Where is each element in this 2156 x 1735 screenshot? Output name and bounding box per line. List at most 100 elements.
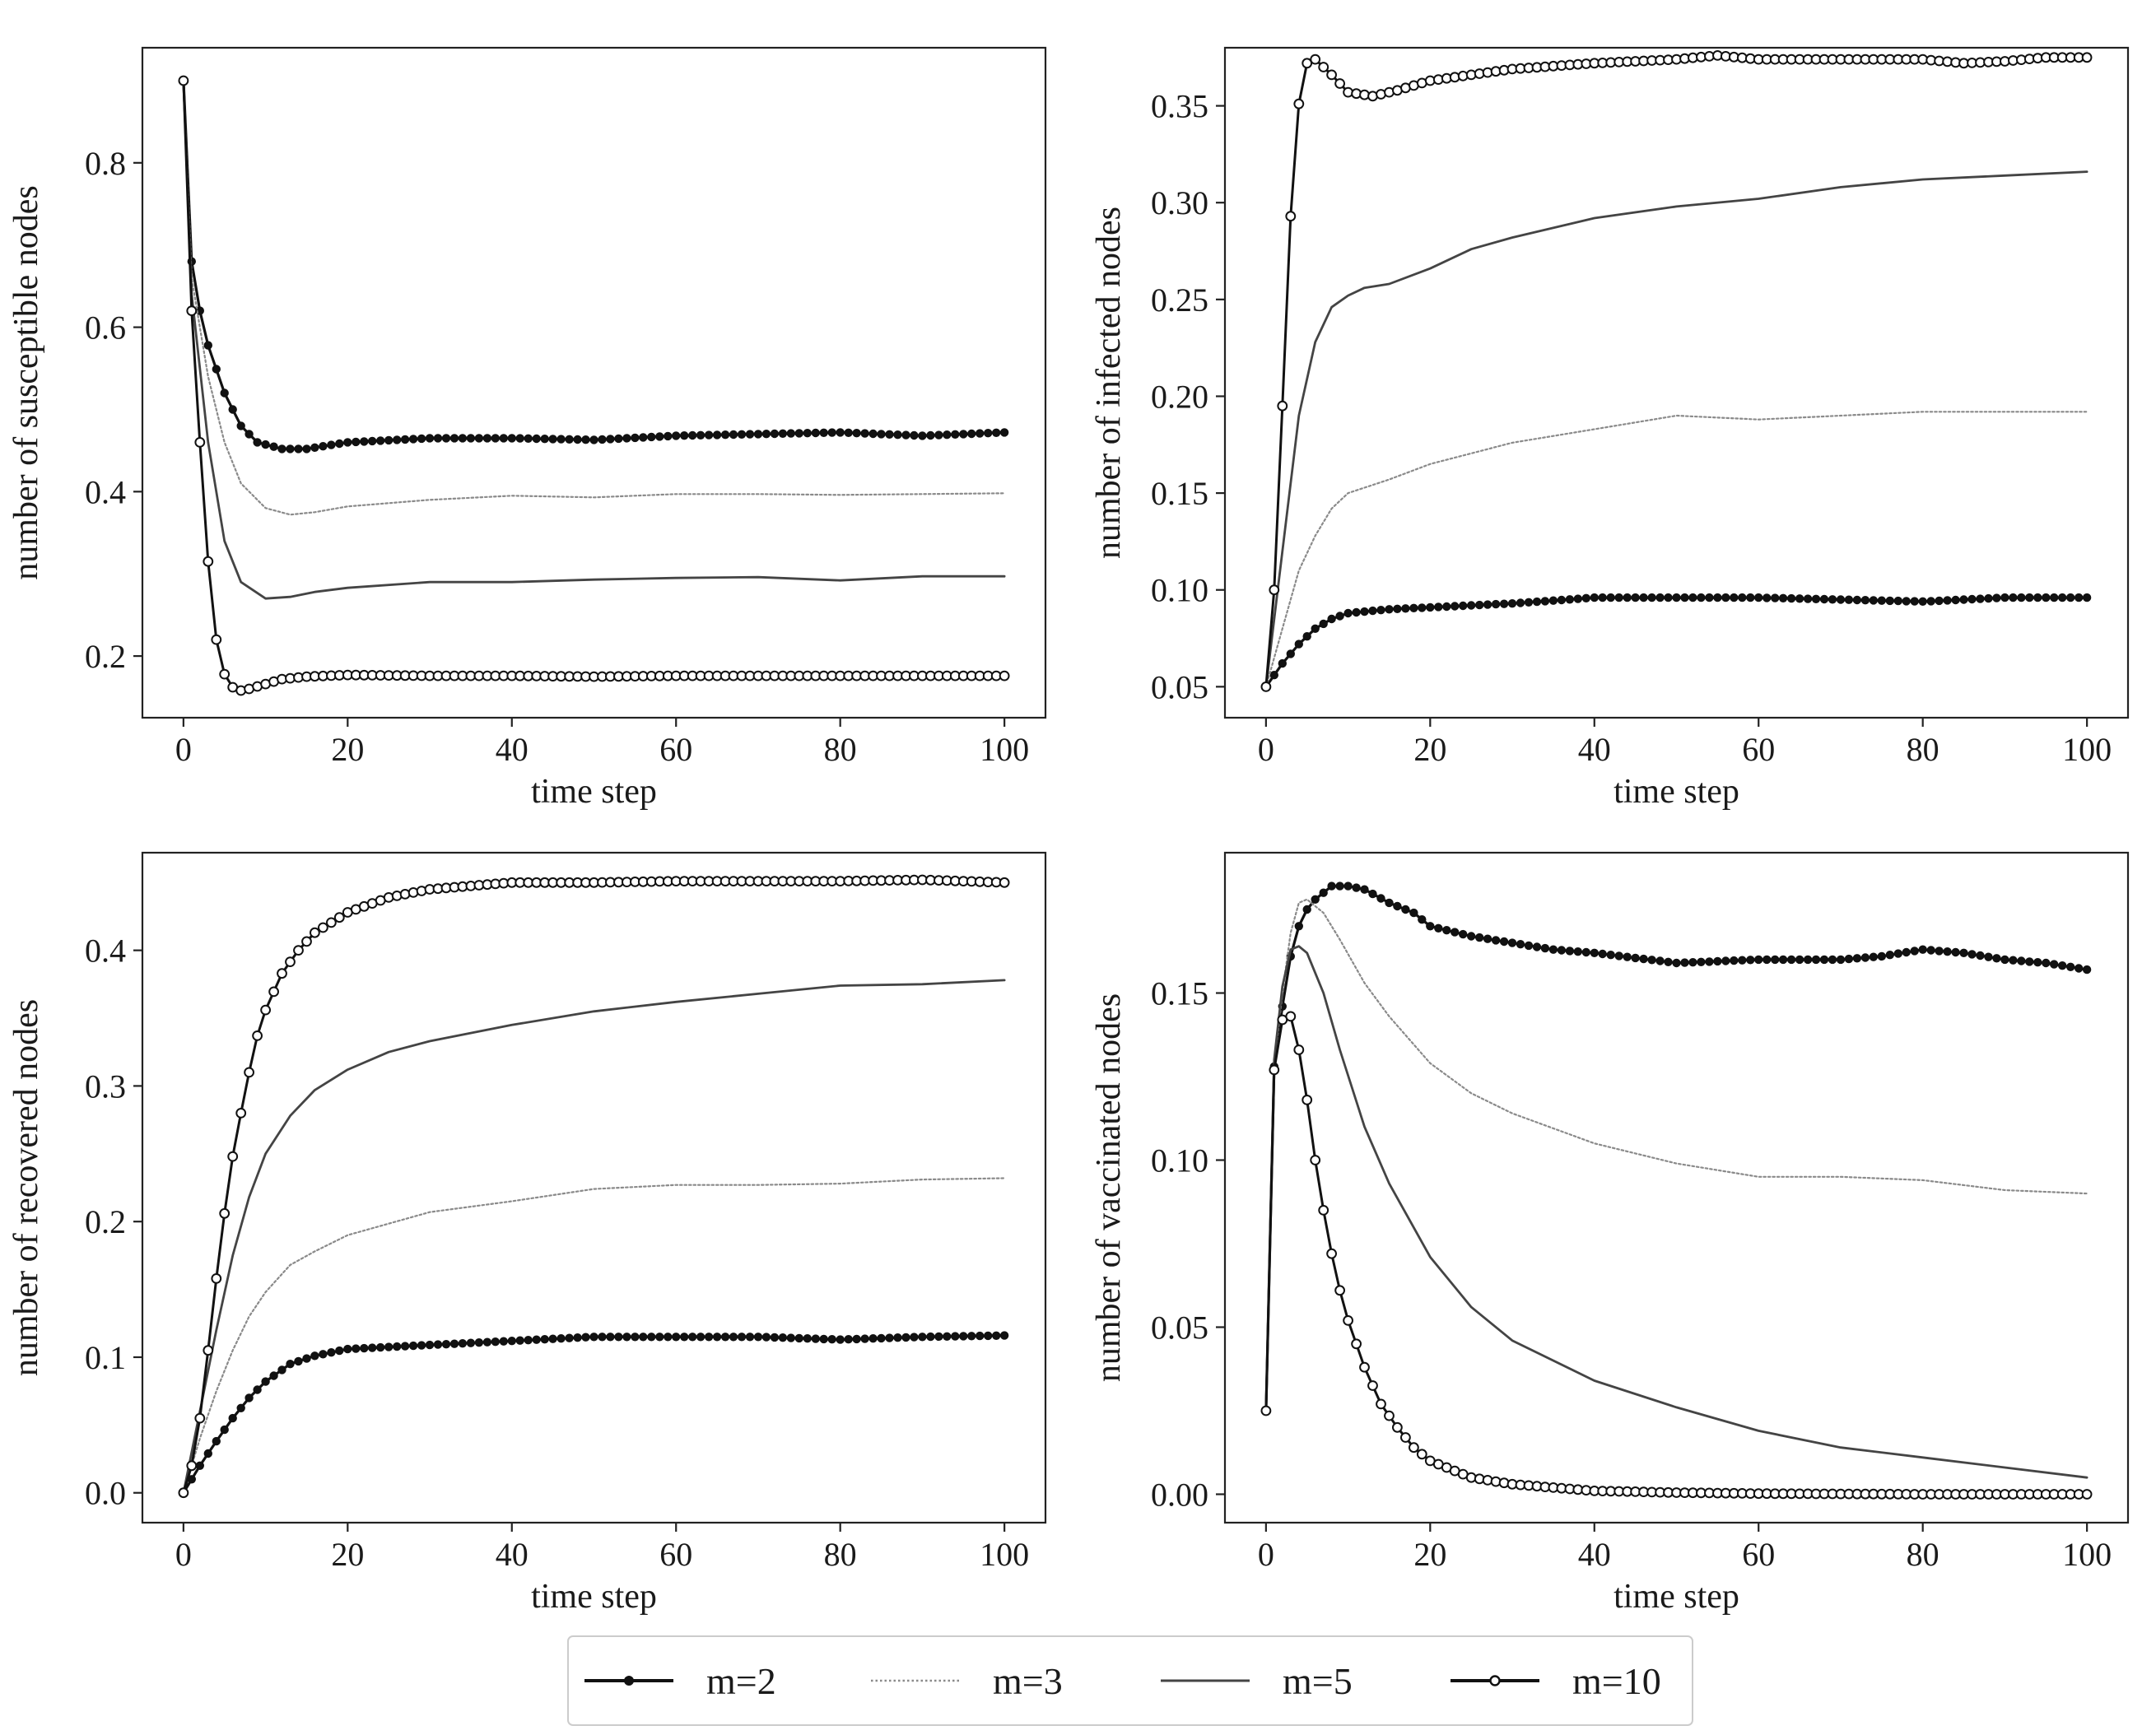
- series-point-m2: [491, 1337, 501, 1347]
- series-point-m2: [1762, 593, 1772, 602]
- series-point-m2: [704, 430, 714, 440]
- series-point-m2: [2000, 955, 2009, 965]
- series-point-m2: [327, 1347, 336, 1357]
- series-point-m2: [1992, 954, 2001, 963]
- series-point-m2: [548, 1334, 557, 1343]
- series-point-m2: [1786, 593, 1796, 603]
- y-tick-label: 0.6: [85, 309, 126, 347]
- series-point-m2: [449, 1339, 459, 1348]
- series-point-m2: [1778, 593, 1788, 603]
- series-point-m10: [268, 986, 280, 998]
- series-point-m10: [219, 668, 231, 680]
- series-point-m2: [1401, 604, 1410, 613]
- series-point-m2: [951, 430, 960, 440]
- y-axis-label: number of vaccinated nodes: [1090, 993, 1128, 1382]
- series-point-m10: [1318, 62, 1329, 72]
- series-point-m2: [966, 1332, 976, 1341]
- series-point-m2: [1614, 593, 1623, 602]
- y-tick-label: 0.20: [1151, 378, 1208, 415]
- series-point-m2: [811, 1334, 821, 1343]
- series-point-m2: [827, 428, 836, 437]
- series-point-m2: [1614, 951, 1623, 961]
- series-point-m2: [819, 428, 828, 438]
- series-point-m2: [720, 1333, 730, 1342]
- series-point-m10: [178, 1487, 189, 1499]
- series-point-m2: [302, 1354, 311, 1363]
- series-point-m2: [983, 429, 993, 438]
- series-point-m2: [2082, 965, 2092, 974]
- legend-marker-m2: [624, 1676, 634, 1686]
- series-point-m10: [203, 1345, 214, 1356]
- series-point-m10: [1277, 400, 1288, 412]
- series-point-m2: [589, 1333, 598, 1342]
- x-tick-label: 60: [1742, 1536, 1775, 1573]
- series-point-m2: [975, 1331, 985, 1341]
- y-tick-label: 0.2: [85, 638, 126, 675]
- series-point-m2: [1516, 598, 1525, 607]
- series-point-m2: [1943, 596, 1952, 605]
- series-point-m2: [729, 1333, 738, 1342]
- series-point-m2: [310, 1351, 319, 1361]
- series-point-m2: [203, 341, 212, 350]
- x-tick-label: 80: [1907, 731, 1939, 768]
- series-point-m2: [622, 1333, 631, 1342]
- series-point-m2: [195, 1461, 204, 1471]
- series-point-m10: [1343, 86, 1353, 98]
- series-point-m2: [1959, 948, 1968, 958]
- series-point-m2: [1860, 596, 1870, 605]
- series-point-m2: [1343, 881, 1353, 891]
- series-point-m2: [1893, 596, 1902, 606]
- series-point-m2: [499, 1337, 509, 1346]
- series-point-m10: [1260, 681, 1272, 692]
- series-point-m10: [203, 556, 214, 567]
- series-point-m2: [400, 435, 410, 444]
- series-point-m10: [1302, 1095, 1313, 1105]
- series-point-m2: [901, 1333, 910, 1342]
- series-point-m2: [2049, 593, 2059, 602]
- series-point-m2: [794, 429, 804, 438]
- series-point-m2: [877, 1333, 886, 1343]
- series-point-m2: [1590, 948, 1600, 958]
- series-point-m2: [1385, 898, 1394, 908]
- series-point-m2: [1507, 938, 1517, 947]
- series-point-m2: [1393, 604, 1402, 614]
- series-point-m2: [1746, 593, 1755, 602]
- series-point-m2: [2000, 593, 2009, 602]
- series-point-m2: [277, 1365, 286, 1375]
- series-point-m2: [1664, 957, 1673, 967]
- series-point-m2: [1311, 624, 1320, 634]
- series-point-m10: [318, 922, 328, 933]
- plot-frame: [141, 851, 1047, 1524]
- legend-entry-m3: m=3: [871, 1660, 1063, 1702]
- series-point-m2: [959, 1332, 968, 1341]
- series-point-m2: [2025, 957, 2034, 966]
- series-point-m2: [1902, 597, 1911, 606]
- series-point-m2: [1483, 600, 1492, 609]
- series-point-m2: [1713, 593, 1722, 602]
- series-point-m2: [1540, 597, 1550, 606]
- series-point-m2: [1573, 947, 1583, 956]
- series-point-m2: [803, 1333, 813, 1343]
- series-point-m2: [868, 429, 878, 439]
- legend-label-m3: m=3: [993, 1660, 1063, 1702]
- series-line-m5: [1264, 945, 2088, 1479]
- series-point-m2: [1327, 881, 1336, 891]
- y-tick-label: 0.05: [1151, 1309, 1208, 1346]
- series-point-m2: [1302, 632, 1311, 641]
- series-point-m2: [1581, 593, 1591, 603]
- series-point-m2: [458, 1338, 468, 1348]
- series-point-m2: [983, 1331, 993, 1341]
- series-point-m2: [778, 1333, 788, 1342]
- series-point-m2: [1532, 942, 1542, 951]
- series-point-m2: [910, 430, 919, 440]
- series-point-m2: [1294, 640, 1304, 649]
- series-point-m2: [1368, 889, 1377, 899]
- y-tick-label: 0.10: [1151, 572, 1208, 609]
- series-point-m10: [399, 889, 411, 900]
- series-point-m2: [918, 1333, 927, 1342]
- series-point-m2: [1918, 945, 1927, 954]
- series-point-m2: [2009, 956, 2018, 965]
- series-point-m2: [474, 434, 484, 443]
- x-tick-label: 20: [1413, 731, 1446, 768]
- series-point-m2: [1524, 941, 1534, 951]
